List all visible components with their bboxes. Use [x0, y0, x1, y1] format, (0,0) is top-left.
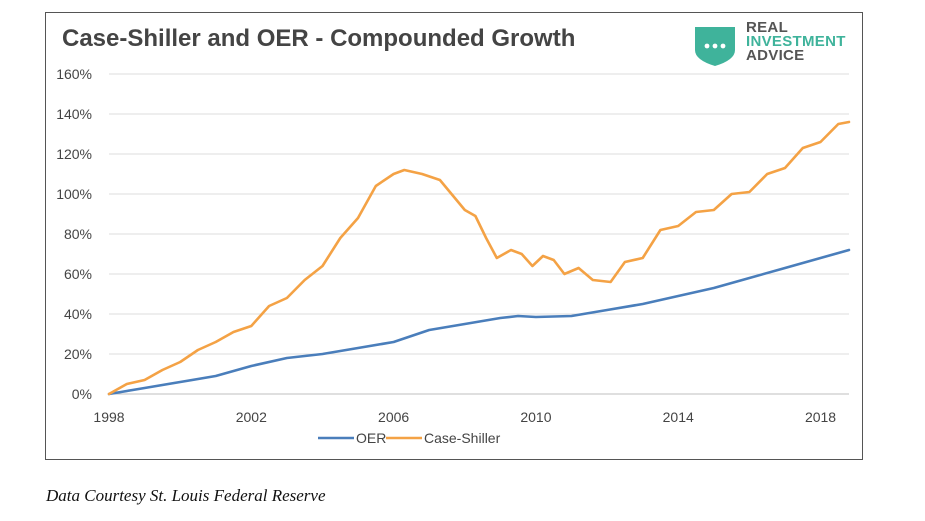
series-line-oer: [107, 248, 851, 396]
y-tick-label: 160%: [56, 66, 92, 82]
y-axis-tick-labels: 0% 20% 40% 60% 80% 100% 120% 140% 160%: [56, 66, 92, 402]
legend-label: OER: [356, 430, 386, 446]
legend-label: Case-Shiller: [424, 430, 501, 446]
real-investment-advice-logo: REAL INVESTMENT ADVICE: [692, 19, 862, 69]
y-tick-label: 120%: [56, 146, 92, 162]
y-tick-label: 40%: [64, 306, 92, 322]
x-axis-tick-labels: 1998 2002 2006 2010 2014 2018: [93, 409, 836, 425]
y-tick-label: 80%: [64, 226, 92, 242]
source-caption: Data Courtesy St. Louis Federal Reserve: [46, 486, 326, 505]
logo-text: REAL INVESTMENT ADVICE: [746, 19, 846, 64]
series-line-case-shiller: [107, 120, 851, 396]
x-tick-label: 2018: [805, 409, 836, 425]
gridlines: [109, 73, 849, 395]
y-tick-label: 100%: [56, 186, 92, 202]
y-tick-label: 0%: [72, 386, 92, 402]
x-tick-label: 2014: [663, 409, 694, 425]
shield-icon: [695, 27, 735, 66]
x-tick-label: 2006: [378, 409, 409, 425]
x-tick-label: 2010: [520, 409, 551, 425]
line-chart: 0% 20% 40% 60% 80% 100% 120% 140% 160% 1998 2002 2…: [56, 66, 851, 446]
logo-text-investment: INVESTMENT: [746, 33, 846, 50]
logo-text-real: REAL: [746, 19, 789, 36]
y-tick-label: 140%: [56, 106, 92, 122]
x-tick-label: 1998: [93, 409, 124, 425]
y-tick-label: 60%: [64, 266, 92, 282]
series-lines: [107, 120, 851, 396]
logo-text-advice: ADVICE: [746, 47, 805, 64]
chart-title: Case-Shiller and OER - Compounded Growth: [62, 25, 576, 52]
legend: OER Case-Shiller: [318, 430, 501, 446]
x-tick-label: 2002: [236, 409, 267, 425]
y-tick-label: 20%: [64, 346, 92, 362]
chart-frame: Case-Shiller and OER - Compounded Growth…: [45, 12, 863, 460]
